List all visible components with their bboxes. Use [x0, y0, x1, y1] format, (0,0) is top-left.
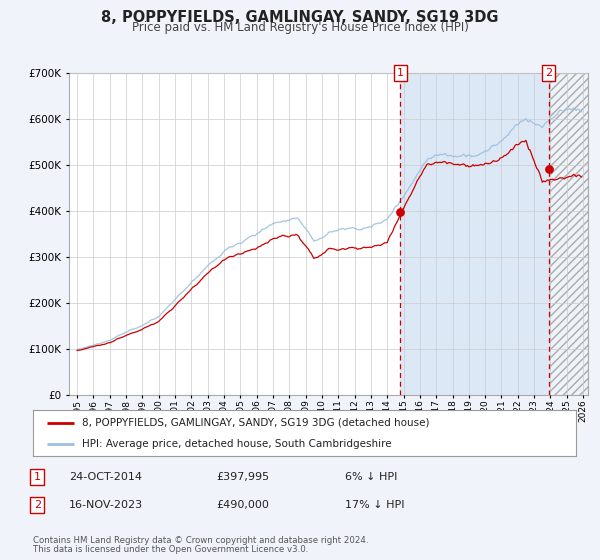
- Text: 1: 1: [397, 68, 404, 78]
- Text: 8, POPPYFIELDS, GAMLINGAY, SANDY, SG19 3DG: 8, POPPYFIELDS, GAMLINGAY, SANDY, SG19 3…: [101, 10, 499, 25]
- Bar: [548, 73, 588, 395]
- Point: [544, 165, 553, 174]
- Text: HPI: Average price, detached house, South Cambridgeshire: HPI: Average price, detached house, Sout…: [82, 439, 391, 449]
- Text: 8, POPPYFIELDS, GAMLINGAY, SANDY, SG19 3DG (detached house): 8, POPPYFIELDS, GAMLINGAY, SANDY, SG19 3…: [82, 418, 430, 428]
- Text: 2: 2: [34, 500, 41, 510]
- Text: £490,000: £490,000: [216, 500, 269, 510]
- Text: 1: 1: [34, 472, 41, 482]
- Text: £397,995: £397,995: [216, 472, 269, 482]
- Text: 16-NOV-2023: 16-NOV-2023: [69, 500, 143, 510]
- Bar: [400, 73, 548, 395]
- Point: [395, 207, 405, 216]
- Text: 24-OCT-2014: 24-OCT-2014: [69, 472, 142, 482]
- Text: 2: 2: [545, 68, 552, 78]
- Text: Contains HM Land Registry data © Crown copyright and database right 2024.: Contains HM Land Registry data © Crown c…: [33, 536, 368, 545]
- Text: 17% ↓ HPI: 17% ↓ HPI: [345, 500, 404, 510]
- Bar: [548, 73, 588, 395]
- Text: 6% ↓ HPI: 6% ↓ HPI: [345, 472, 397, 482]
- Text: Price paid vs. HM Land Registry's House Price Index (HPI): Price paid vs. HM Land Registry's House …: [131, 21, 469, 34]
- Text: This data is licensed under the Open Government Licence v3.0.: This data is licensed under the Open Gov…: [33, 545, 308, 554]
